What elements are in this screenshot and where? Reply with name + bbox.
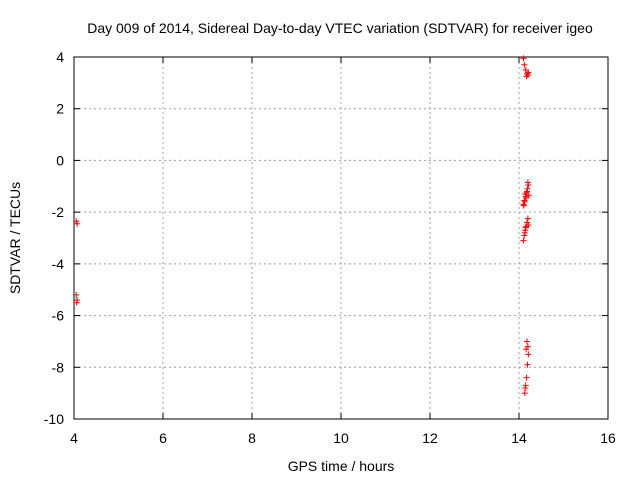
chart-title: Day 009 of 2014, Sidereal Day-to-day VTE… <box>87 20 593 36</box>
y-tick-label: -2 <box>52 204 65 220</box>
y-tick-label: 0 <box>56 152 64 168</box>
data-point <box>521 229 528 236</box>
data-point <box>525 222 532 229</box>
y-tick-label: -4 <box>52 256 65 272</box>
x-tick-label: 6 <box>159 430 167 446</box>
x-tick-label: 10 <box>333 430 349 446</box>
x-tick-label: 8 <box>248 430 256 446</box>
y-tick-label: -10 <box>44 411 64 427</box>
data-point <box>522 66 529 73</box>
data-point <box>522 384 529 391</box>
y-axis-label: SDTVAR / TECUs <box>7 182 23 294</box>
y-tick-label: -8 <box>52 359 65 375</box>
data-point <box>73 218 80 225</box>
y-tick-label: -6 <box>52 308 65 324</box>
data-point <box>525 69 532 76</box>
data-point <box>524 179 531 186</box>
data-point <box>521 198 528 205</box>
data-point <box>74 220 81 227</box>
y-tick-label: 2 <box>56 101 64 117</box>
data-point <box>525 192 532 199</box>
data-point <box>73 299 80 306</box>
data-points <box>73 55 532 397</box>
data-point <box>523 346 530 353</box>
data-point <box>522 224 529 231</box>
data-point <box>73 291 80 298</box>
x-tick-label: 12 <box>422 430 438 446</box>
x-axis-label: GPS time / hours <box>288 458 395 474</box>
tick-labels: 4 6 8 10 12 14 16 -10 -8 -6 -4 -2 0 2 4 <box>44 49 616 446</box>
data-point <box>520 237 527 244</box>
data-point <box>524 338 531 345</box>
data-point <box>523 374 530 381</box>
data-point <box>523 73 530 80</box>
data-point <box>521 390 528 397</box>
x-tick-label: 4 <box>70 430 78 446</box>
data-point <box>520 55 527 62</box>
grid-lines <box>74 57 608 419</box>
x-tick-label: 14 <box>511 430 527 446</box>
x-tick-label: 16 <box>600 430 616 446</box>
data-point <box>524 215 531 222</box>
plot-frame <box>73 56 609 420</box>
data-point <box>520 202 527 209</box>
data-point <box>524 361 531 368</box>
data-point <box>523 194 530 201</box>
y-tick-label: 4 <box>56 49 64 65</box>
data-point <box>521 61 528 68</box>
data-point <box>524 219 531 226</box>
data-point <box>525 351 532 358</box>
data-point <box>524 188 531 195</box>
